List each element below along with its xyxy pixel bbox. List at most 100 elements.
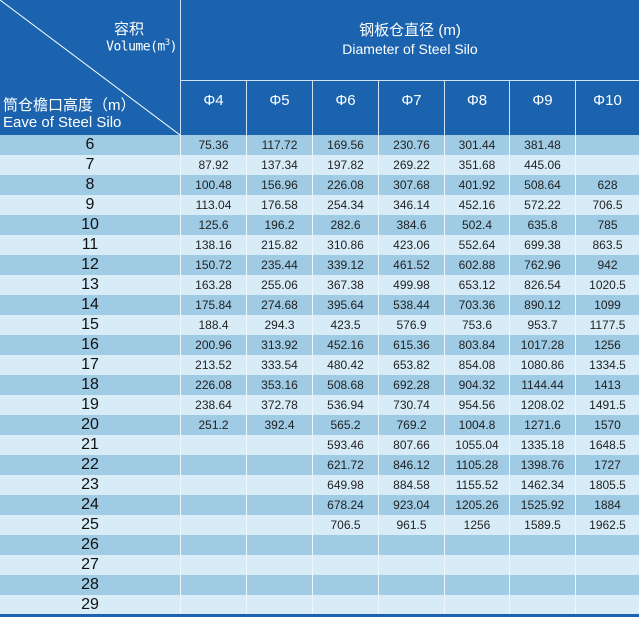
column-header: Φ9 bbox=[509, 81, 575, 135]
volume-cell bbox=[575, 595, 639, 615]
volume-cell bbox=[246, 515, 312, 535]
volume-cell: 1334.5 bbox=[575, 355, 639, 375]
table-row: 12 150.72 235.44 339.12 461.52 602.88 762.96 94… bbox=[0, 255, 639, 275]
volume-cell bbox=[444, 575, 509, 595]
volume-cell: 381.48 bbox=[509, 135, 575, 155]
volume-cell: 703.36 bbox=[444, 295, 509, 315]
volume-cell: 137.34 bbox=[246, 155, 312, 175]
volume-cell: 1491.5 bbox=[575, 395, 639, 415]
volume-cell: 226.08 bbox=[180, 375, 246, 395]
volume-cell: 884.58 bbox=[378, 475, 444, 495]
volume-cell: 904.32 bbox=[444, 375, 509, 395]
volume-cell: 251.2 bbox=[180, 415, 246, 435]
volume-cell: 1017.28 bbox=[509, 335, 575, 355]
volume-cell bbox=[575, 535, 639, 555]
row-height-label: 12 bbox=[81, 256, 99, 273]
volume-cell: 508.68 bbox=[312, 375, 378, 395]
table-row: 7 87.92 137.34 197.82 269.22 351.68 445.06 bbox=[0, 155, 639, 175]
row-height-label: 25 bbox=[81, 516, 99, 533]
volume-cell: 1589.5 bbox=[509, 515, 575, 535]
table-row: 11 138.16 215.82 310.86 423.06 552.64 699.38 86… bbox=[0, 235, 639, 255]
diameter-header: 钢板仓直径 (m) Diameter of Steel Silo bbox=[181, 0, 639, 81]
volume-cell: 699.38 bbox=[509, 235, 575, 255]
volume-cell: 753.6 bbox=[444, 315, 509, 335]
volume-cell bbox=[246, 595, 312, 615]
volume-cell: 1335.18 bbox=[509, 435, 575, 455]
volume-cell bbox=[180, 575, 246, 595]
volume-cell bbox=[180, 595, 246, 615]
volume-cell: 953.7 bbox=[509, 315, 575, 335]
volume-cell: 803.84 bbox=[444, 335, 509, 355]
volume-label-en: Volume(m3) bbox=[106, 38, 177, 54]
volume-text: Volume(m bbox=[106, 39, 165, 55]
table-row: 26 bbox=[0, 535, 639, 555]
diagonal-header-cell: 容积 Volume(m3) 筒仓檐口高度（m） Eave of Steel Si… bbox=[0, 0, 181, 135]
volume-cell: 1570 bbox=[575, 415, 639, 435]
volume-cell: 706.5 bbox=[312, 515, 378, 535]
table-row: 25 706.5 961.5 1256 1589.5 1962.5 bbox=[0, 515, 639, 535]
volume-cell: 452.16 bbox=[312, 335, 378, 355]
eave-label-cn: 筒仓檐口高度（m） bbox=[3, 97, 136, 114]
volume-cell bbox=[575, 555, 639, 575]
volume-cell: 333.54 bbox=[246, 355, 312, 375]
row-height-label: 8 bbox=[85, 176, 95, 193]
volume-cell: 176.58 bbox=[246, 195, 312, 215]
volume-cell bbox=[444, 535, 509, 555]
volume-cell bbox=[312, 595, 378, 615]
volume-cell: 615.36 bbox=[378, 335, 444, 355]
volume-cell bbox=[312, 555, 378, 575]
volume-cell: 572.22 bbox=[509, 195, 575, 215]
volume-cell: 213.52 bbox=[180, 355, 246, 375]
volume-cell: 480.42 bbox=[312, 355, 378, 375]
table-row: 8 100.48 156.96 226.08 307.68 401.92 508.64 628 bbox=[0, 175, 639, 195]
volume-cell: 536.94 bbox=[312, 395, 378, 415]
volume-cell: 678.24 bbox=[312, 495, 378, 515]
volume-cell: 854.08 bbox=[444, 355, 509, 375]
volume-cell bbox=[246, 455, 312, 475]
volume-cell: 706.5 bbox=[575, 195, 639, 215]
volume-cell: 226.08 bbox=[312, 175, 378, 195]
volume-cell: 310.86 bbox=[312, 235, 378, 255]
volume-cell: 785 bbox=[575, 215, 639, 235]
volume-cell: 339.12 bbox=[312, 255, 378, 275]
volume-cell: 1271.6 bbox=[509, 415, 575, 435]
volume-cell bbox=[246, 555, 312, 575]
volume-cell: 621.72 bbox=[312, 455, 378, 475]
volume-cell: 565.2 bbox=[312, 415, 378, 435]
volume-cell: 367.38 bbox=[312, 275, 378, 295]
volume-cell: 372.78 bbox=[246, 395, 312, 415]
table-row: 15 188.4 294.3 423.5 576.9 753.6 953.7 1177.5 bbox=[0, 315, 639, 335]
volume-cell: 215.82 bbox=[246, 235, 312, 255]
row-height-label: 17 bbox=[81, 356, 99, 373]
row-height-label: 13 bbox=[81, 276, 99, 293]
volume-cell: 200.96 bbox=[180, 335, 246, 355]
volume-cell: 961.5 bbox=[378, 515, 444, 535]
volume-cell: 1080.86 bbox=[509, 355, 575, 375]
volume-cell: 593.46 bbox=[312, 435, 378, 455]
volume-cell bbox=[575, 575, 639, 595]
row-height-label: 19 bbox=[81, 396, 99, 413]
volume-cell: 730.74 bbox=[378, 395, 444, 415]
volume-cell bbox=[180, 435, 246, 455]
volume-cell bbox=[246, 435, 312, 455]
row-height-label: 9 bbox=[85, 196, 95, 213]
volume-cell: 538.44 bbox=[378, 295, 444, 315]
volume-close: ) bbox=[169, 39, 178, 55]
volume-cell: 890.12 bbox=[509, 295, 575, 315]
table-row: 22 621.72 846.12 1105.28 1398.76 1727 bbox=[0, 455, 639, 475]
volume-cell: 1205.26 bbox=[444, 495, 509, 515]
row-height-label: 6 bbox=[85, 136, 95, 153]
volume-cell: 942 bbox=[575, 255, 639, 275]
volume-cell: 461.52 bbox=[378, 255, 444, 275]
volume-cell bbox=[444, 555, 509, 575]
volume-cell: 169.56 bbox=[312, 135, 378, 155]
table-row: 9 113.04 176.58 254.34 346.14 452.16 572.22 706… bbox=[0, 195, 639, 215]
volume-cell: 156.96 bbox=[246, 175, 312, 195]
volume-cell: 653.82 bbox=[378, 355, 444, 375]
volume-cell bbox=[246, 495, 312, 515]
volume-cell: 1727 bbox=[575, 455, 639, 475]
volume-cell: 269.22 bbox=[378, 155, 444, 175]
volume-cell: 628 bbox=[575, 175, 639, 195]
row-height-label: 15 bbox=[81, 316, 99, 333]
volume-cell: 230.76 bbox=[378, 135, 444, 155]
